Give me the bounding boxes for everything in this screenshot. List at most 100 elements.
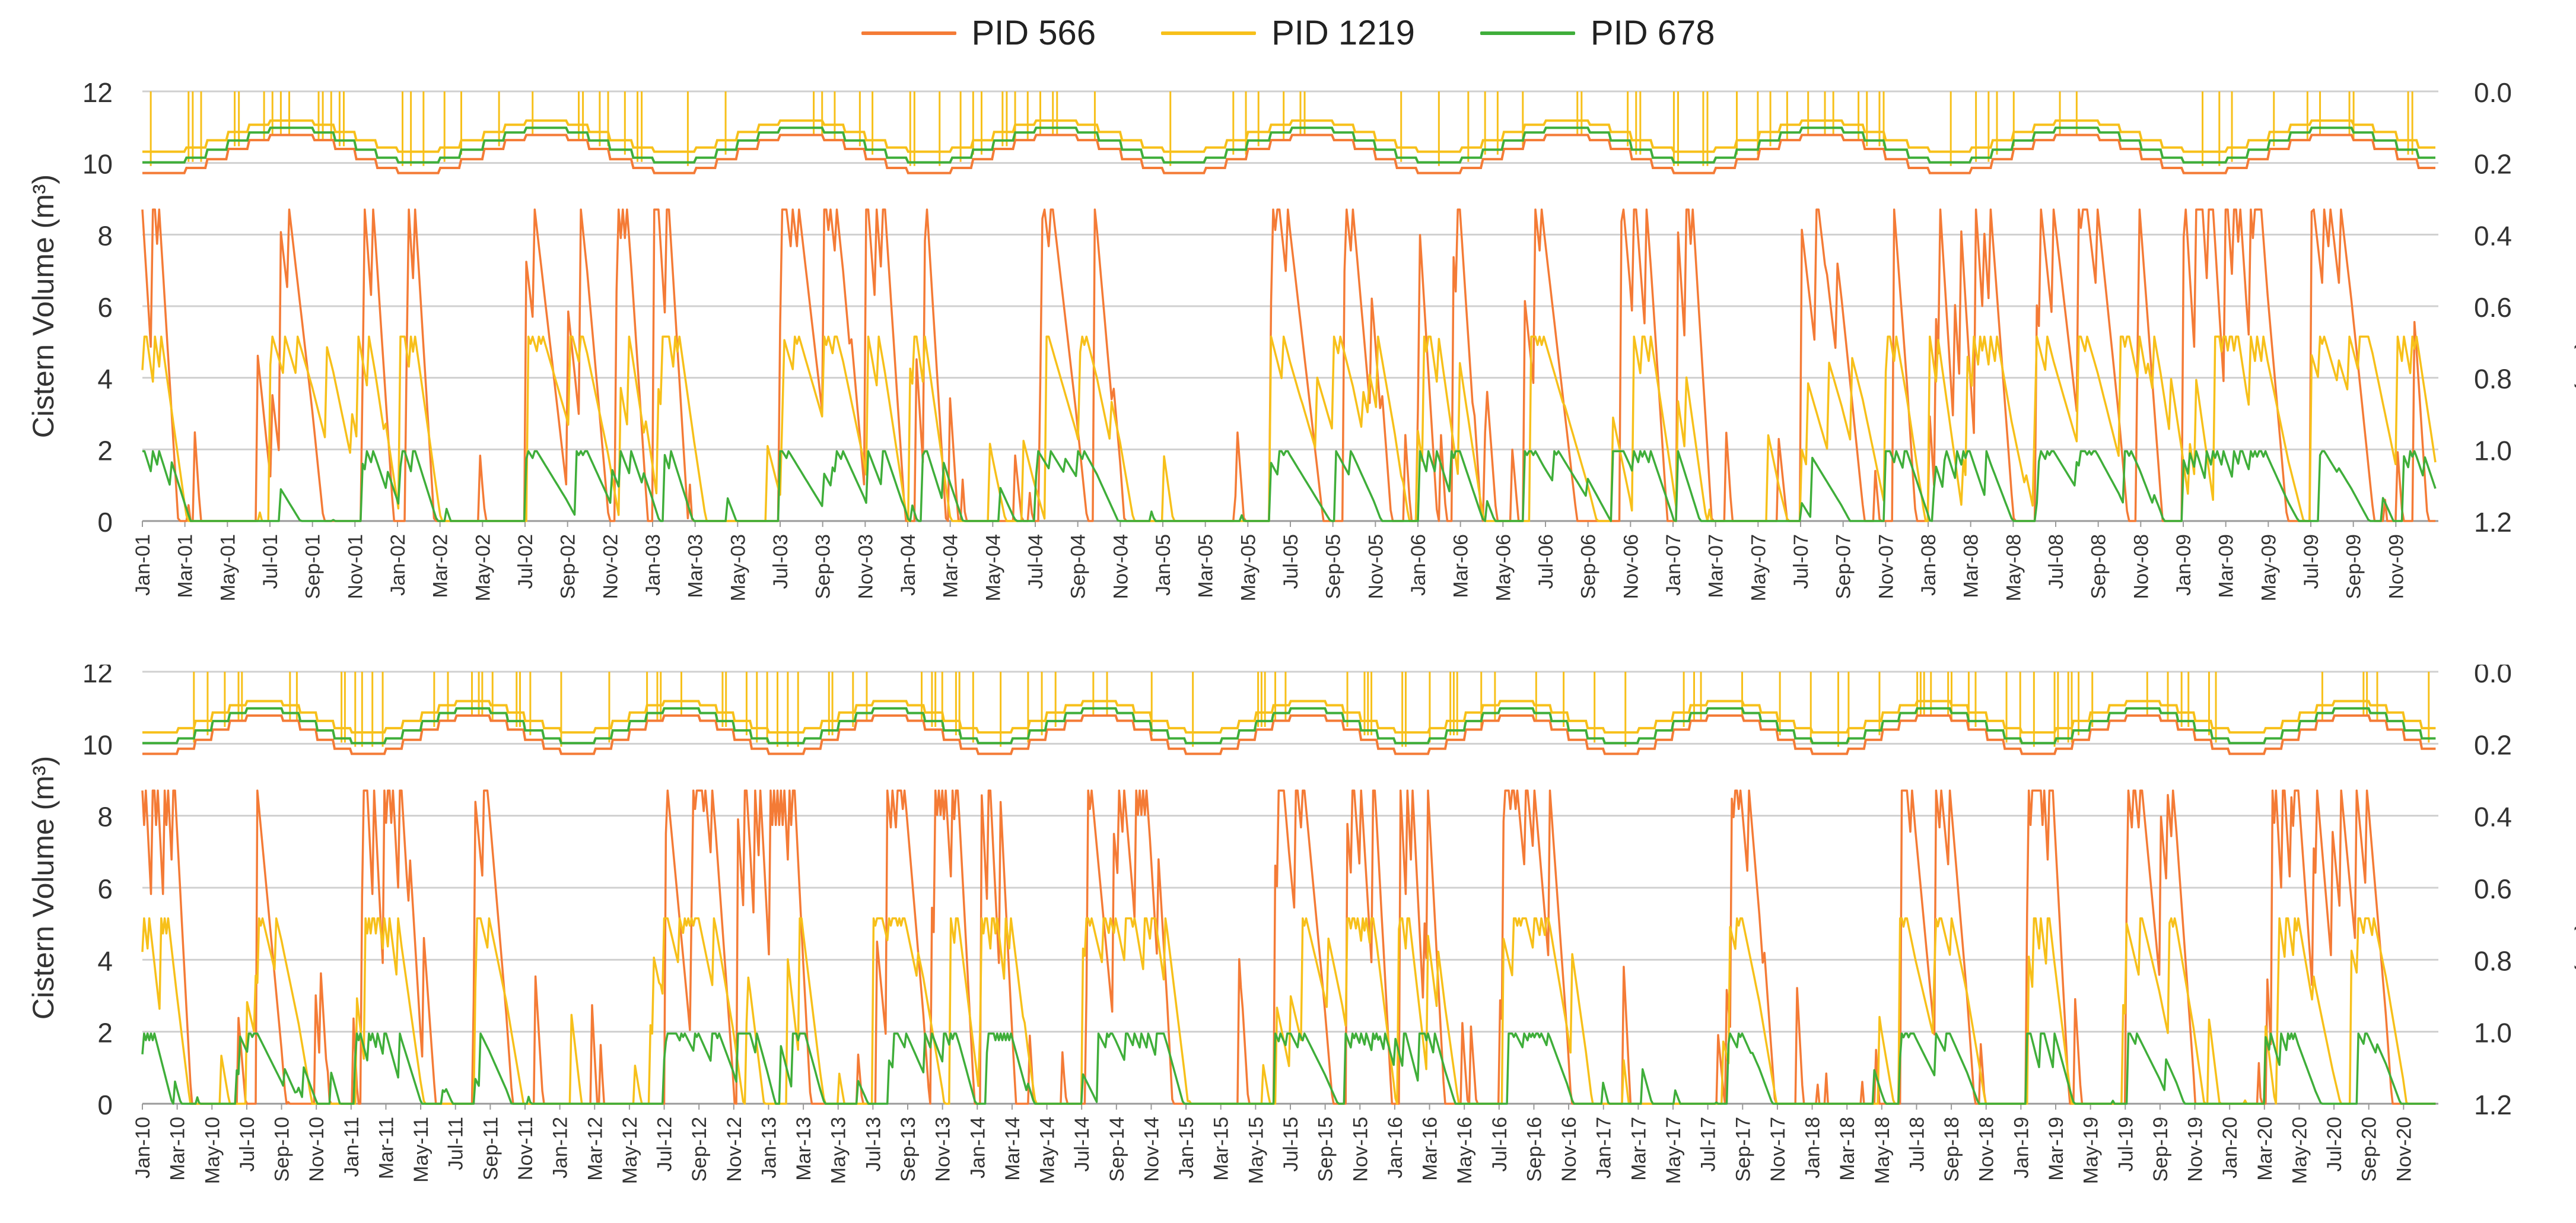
x-tick-label: Nov-13 xyxy=(932,1117,955,1182)
x-tick-label: Jan-19 xyxy=(2010,1117,2033,1178)
x-tick-label: Jan-04 xyxy=(897,534,920,596)
x-tick-label: Mar-04 xyxy=(940,534,962,598)
x-tick-label: Jul-19 xyxy=(2114,1117,2137,1172)
y-tick-label: 12 xyxy=(82,77,113,108)
x-tick-label: May-14 xyxy=(1036,1117,1059,1184)
x-tick-label: Jan-08 xyxy=(1917,534,1940,596)
y-tick-label: 10 xyxy=(82,729,113,760)
volume-line-pid-678 xyxy=(142,450,2437,522)
y-tick-label: 6 xyxy=(97,873,113,904)
x-tick-label: Jan-15 xyxy=(1175,1117,1198,1178)
x-tick-label: May-01 xyxy=(217,534,239,601)
x-tick-label: Jan-03 xyxy=(642,534,664,596)
x-tick-label: May-18 xyxy=(1871,1117,1894,1184)
y-tick-label: 2 xyxy=(97,435,113,466)
x-tick-label: Nov-01 xyxy=(344,534,367,599)
y2-tick-label: 0.2 xyxy=(2474,149,2512,180)
x-tick-label: Jan-16 xyxy=(1384,1117,1407,1178)
x-tick-label: Jan-12 xyxy=(549,1117,572,1178)
x-tick-label: Sep-04 xyxy=(1067,534,1090,599)
x-tick-label: Mar-05 xyxy=(1195,534,1217,598)
x-tick-label: May-05 xyxy=(1237,534,1260,601)
x-tick-label: Sep-03 xyxy=(812,534,835,599)
x-tick-label: Mar-08 xyxy=(1960,534,1983,598)
x-tick-label: May-04 xyxy=(982,534,1004,601)
legend-item-pid-1219: PID 1219 xyxy=(1161,13,1415,53)
x-tick-label: Jul-01 xyxy=(259,534,282,589)
y-tick-label: 0 xyxy=(97,507,113,538)
x-tick-label: Mar-19 xyxy=(2045,1117,2068,1181)
x-tick-label: Mar-17 xyxy=(1627,1117,1650,1181)
x-tick-label: Nov-04 xyxy=(1109,534,1132,599)
x-tick-label: Jan-14 xyxy=(966,1117,989,1178)
x-tick-label: Sep-06 xyxy=(1578,534,1600,599)
y2-tick-label: 0.4 xyxy=(2474,220,2512,251)
x-tick-label: Jan-06 xyxy=(1407,534,1430,596)
x-tick-label: Jan-07 xyxy=(1662,534,1685,596)
x-tick-label: Jan-20 xyxy=(2219,1117,2241,1178)
x-tick-label: May-12 xyxy=(619,1117,641,1184)
volume-line-pid-1219 xyxy=(141,917,2436,1105)
x-tick-label: Mar-18 xyxy=(1836,1117,1859,1181)
x-tick-label: May-06 xyxy=(1492,534,1515,601)
x-tick-label: Jan-02 xyxy=(387,534,409,596)
x-tick-label: Jan-05 xyxy=(1152,534,1175,596)
x-tick-label: Jan-17 xyxy=(1593,1117,1615,1178)
x-tick-label: Mar-15 xyxy=(1210,1117,1233,1181)
demand-line-pid-1219 xyxy=(142,119,2435,153)
demand-line-pid-1219 xyxy=(142,700,2436,734)
x-tick-label: Nov-08 xyxy=(2130,534,2152,599)
y-tick-label: 10 xyxy=(82,149,113,180)
legend-swatch-pid-678 xyxy=(1480,31,1575,35)
y-tick-label: 4 xyxy=(97,364,113,395)
y-axis-label: Cistern Volume (m³) xyxy=(27,756,60,1020)
y-tick-label: 8 xyxy=(97,220,113,251)
x-tick-label: Nov-07 xyxy=(1875,534,1897,599)
x-tick-label: May-07 xyxy=(1747,534,1770,601)
x-tick-label: Nov-14 xyxy=(1140,1117,1163,1182)
x-tick-label: Sep-08 xyxy=(2088,534,2110,599)
x-tick-label: May-19 xyxy=(2080,1117,2103,1184)
x-tick-label: Sep-17 xyxy=(1732,1117,1754,1182)
x-tick-label: Nov-06 xyxy=(1620,534,1642,599)
y2-tick-label: 1.2 xyxy=(2474,1089,2512,1120)
volume-line-pid-678 xyxy=(141,1032,2436,1105)
x-tick-label: May-02 xyxy=(472,534,494,601)
demand-line-pid-566 xyxy=(142,134,2435,174)
x-tick-label: Sep-05 xyxy=(1322,534,1345,599)
y2-tick-label: 0.0 xyxy=(2474,665,2512,688)
x-tick-label: Jul-07 xyxy=(1790,534,1812,589)
x-tick-label: Sep-11 xyxy=(479,1117,502,1180)
demand-line-pid-566 xyxy=(142,714,2436,755)
x-tick-label: Sep-09 xyxy=(2343,534,2365,599)
x-tick-label: May-03 xyxy=(727,534,749,601)
x-tick-label: Mar-11 xyxy=(375,1117,397,1179)
x-tick-label: Jul-15 xyxy=(1280,1117,1302,1172)
x-tick-label: May-11 xyxy=(410,1117,432,1183)
x-tick-label: Jul-20 xyxy=(2323,1117,2346,1172)
y-tick-label: 8 xyxy=(97,802,113,833)
x-tick-label: Jul-17 xyxy=(1697,1117,1720,1172)
x-tick-label: Jul-02 xyxy=(514,534,537,589)
x-tick-label: Sep-10 xyxy=(271,1117,294,1182)
x-tick-label: Sep-01 xyxy=(302,534,325,599)
y2-axis-label: Demand (m³) xyxy=(2574,219,2576,393)
x-tick-label: Nov-11 xyxy=(514,1117,537,1180)
x-tick-label: Mar-06 xyxy=(1450,534,1473,598)
legend-swatch-pid-566 xyxy=(861,31,956,35)
x-tick-label: Jul-05 xyxy=(1280,534,1302,589)
y2-tick-label: 0.8 xyxy=(2474,945,2512,976)
y2-tick-label: 1.2 xyxy=(2474,507,2512,538)
x-tick-label: Jan-09 xyxy=(2173,534,2195,596)
legend-label-pid-1219: PID 1219 xyxy=(1271,14,1415,52)
y2-tick-label: 0.0 xyxy=(2474,77,2512,108)
x-tick-label: Nov-18 xyxy=(1976,1117,1998,1182)
x-tick-label: Sep-14 xyxy=(1106,1117,1128,1182)
x-tick-label: May-08 xyxy=(2002,534,2025,601)
legend-item-pid-678: PID 678 xyxy=(1480,13,1715,53)
y2-tick-label: 1.0 xyxy=(2474,1018,2512,1049)
x-tick-label: May-09 xyxy=(2257,534,2280,601)
x-tick-label: Mar-02 xyxy=(430,534,452,598)
chart-panel-2001-2009: 0 2 4 6 8 10 12 0.0 0.2 0.4 0.6 0.8 1.0 1.2 Cistern Vo… xyxy=(27,77,2576,601)
y2-tick-label: 1.0 xyxy=(2474,435,2512,466)
